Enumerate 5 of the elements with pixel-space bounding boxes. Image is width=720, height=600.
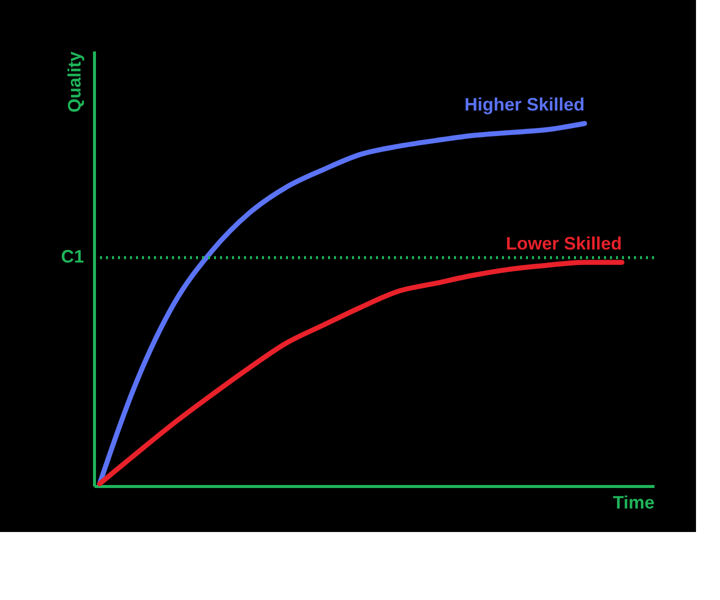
x-axis-title: Time xyxy=(612,492,654,512)
y-axis-title: Quality xyxy=(64,52,84,113)
series-label: Higher Skilled xyxy=(464,94,585,114)
series-label: Lower Skilled xyxy=(506,233,622,254)
ref-line-label: C1 xyxy=(60,246,84,267)
